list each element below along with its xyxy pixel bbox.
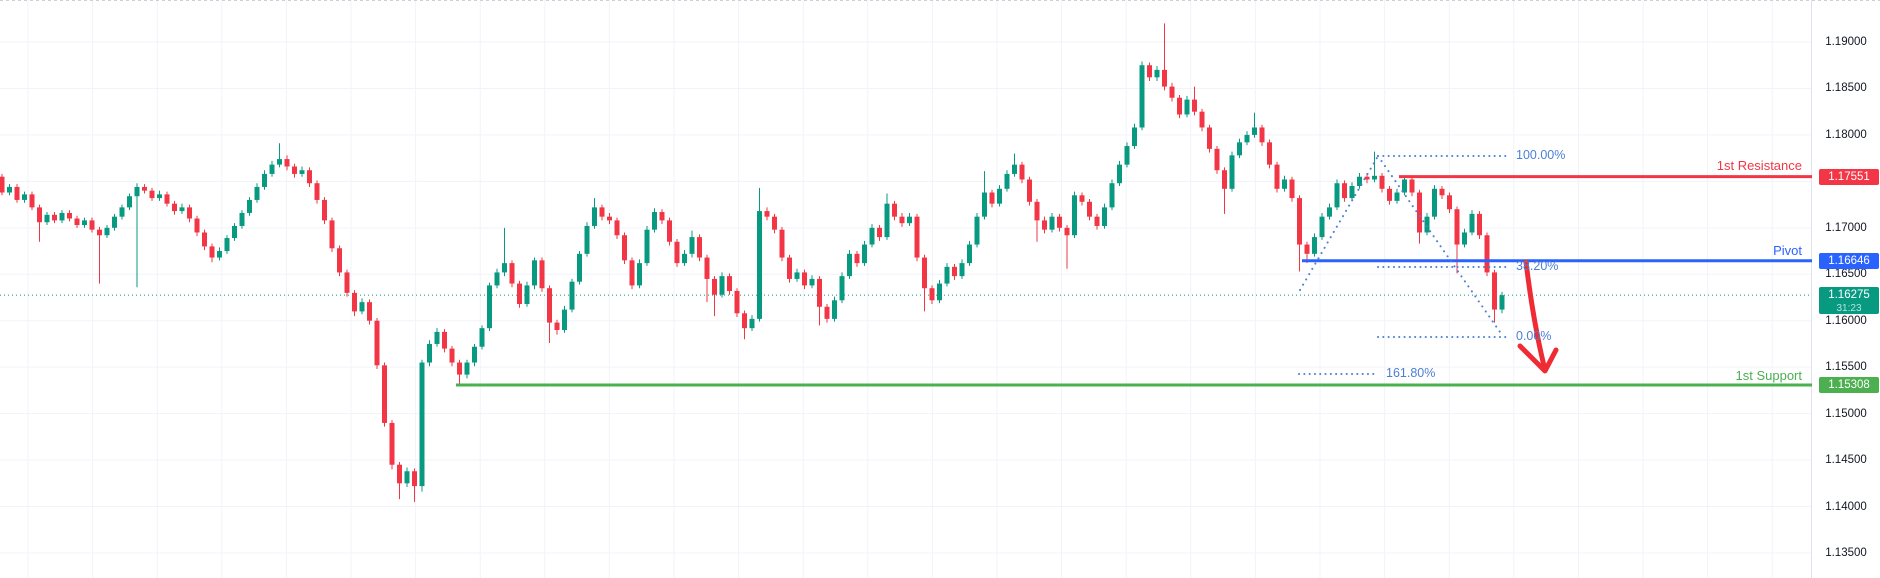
price-axis-label: 1.13500 (1825, 547, 1867, 559)
price-axis-label: 1.15500 (1825, 361, 1867, 374)
last-price-value: 1.16275 (1828, 289, 1870, 302)
support-price-badge: 1.15308 (1819, 377, 1879, 394)
price-axis-label: 1.18500 (1825, 82, 1867, 95)
price-axis-label: 1.14500 (1825, 454, 1867, 467)
pivot-price-badge: 1.16646 (1819, 252, 1879, 269)
price-axis-label: 1.15000 (1825, 407, 1867, 420)
resistance-price-badge: 1.17551 (1819, 168, 1879, 185)
price-axis-label: 1.16000 (1825, 314, 1867, 327)
fib-retracement[interactable] (1298, 155, 1509, 375)
projection-arrow[interactable] (1517, 259, 1559, 374)
last-price-badge: 1.16275 31:23 (1819, 287, 1879, 315)
price-axis[interactable]: 1.19000 1.18500 1.18000 1.17000 1.16500 1.160… (1812, 0, 1880, 578)
grid (0, 0, 1812, 578)
price-axis-label: 1.16500 (1825, 268, 1867, 281)
price-axis-label: 1.19000 (1825, 36, 1867, 48)
price-axis-label: 1.17000 (1825, 221, 1867, 234)
bar-countdown: 31:23 (1836, 303, 1862, 315)
candles (0, 23, 1505, 502)
price-axis-label: 1.18000 (1825, 128, 1867, 141)
price-axis-label: 1.14000 (1825, 500, 1867, 513)
